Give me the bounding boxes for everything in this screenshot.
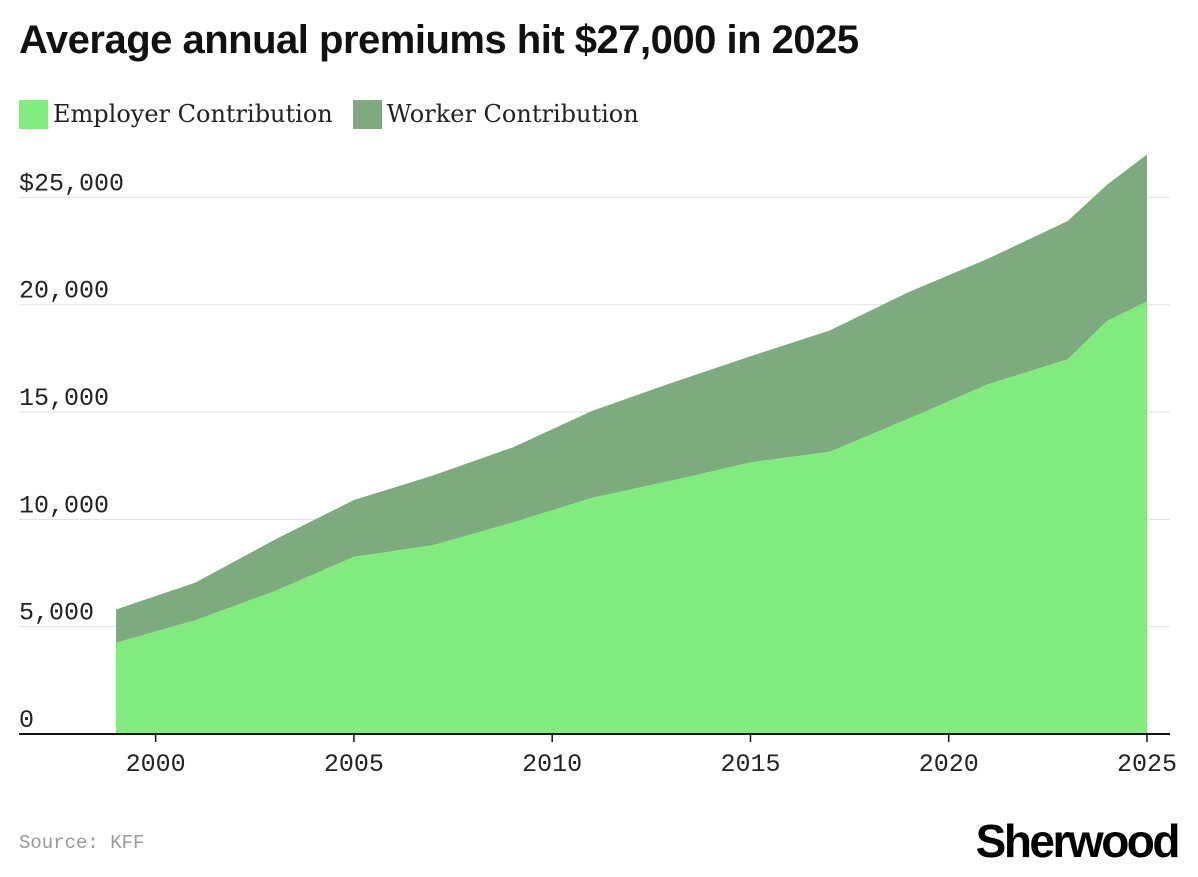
legend: Employer Contribution Worker Contributio… [19,98,659,130]
legend-swatch-employer [19,99,48,129]
y-tick-label-0: 0 [19,706,34,735]
x-tick-label-1: 2005 [324,750,384,779]
x-tick-label-2: 2010 [522,750,582,779]
legend-item-worker: Worker Contribution [352,99,639,129]
area-layer [116,154,1147,734]
chart-title: Average annual premiums hit $27,000 in 2… [19,18,859,62]
y-tick-label-5: $25,000 [19,169,124,198]
legend-label-employer: Employer Contribution [53,100,333,128]
y-tick-label-1: 5,000 [19,599,94,628]
x-tick-label-0: 2000 [126,750,186,779]
x-tick-label-4: 2020 [919,750,979,779]
y-tick-label-3: 15,000 [19,384,109,413]
x-tick-label-5: 2025 [1117,750,1177,779]
area-chart: 0 5,000 10,000 15,000 20,000 $25,000 2000 2005 2… [19,154,1177,779]
legend-label-worker: Worker Contribution [386,100,639,128]
y-tick-label-2: 10,000 [19,491,109,520]
area-worker-contribution [116,154,1147,643]
legend-item-employer: Employer Contribution [19,99,333,129]
legend-swatch-worker [352,99,382,129]
axes: 0 5,000 10,000 15,000 20,000 $25,000 2000 2005 2… [19,169,1177,779]
x-tick-label-3: 2015 [720,750,780,779]
area-employer-contribution [116,301,1147,734]
brand-logo: Sherwood [975,815,1181,867]
source-note: Source: KFF [19,832,145,854]
y-tick-label-4: 20,000 [19,277,109,306]
